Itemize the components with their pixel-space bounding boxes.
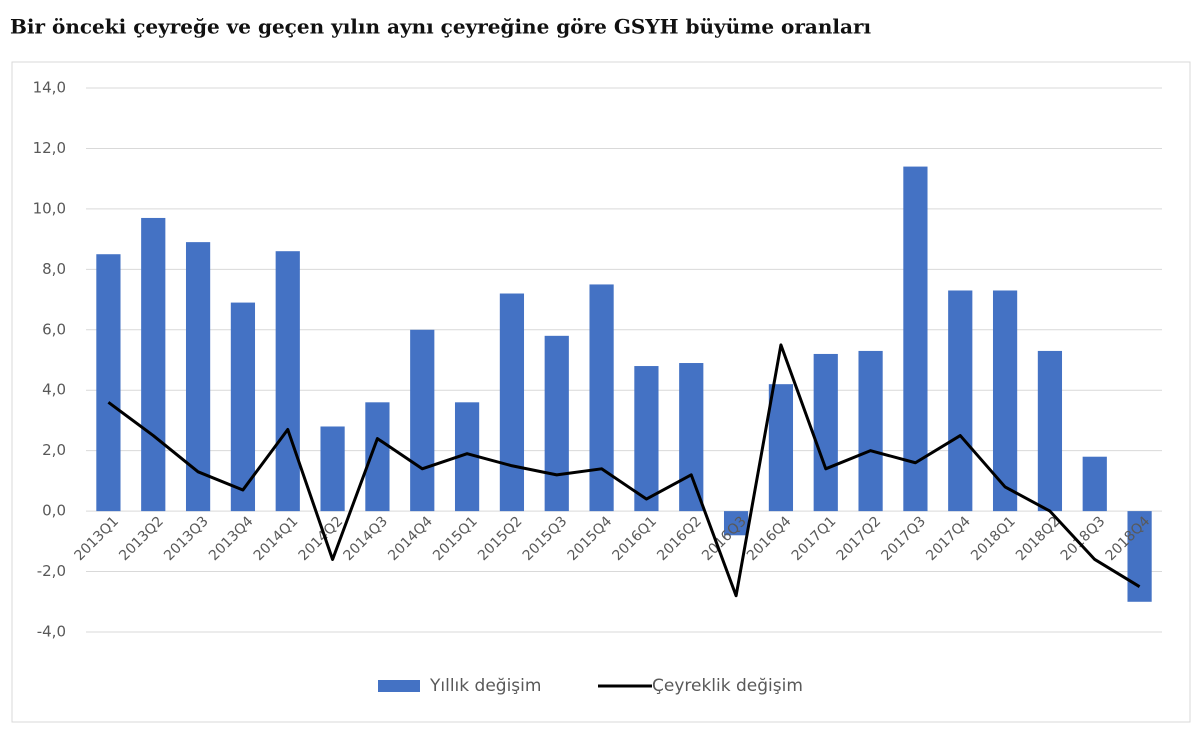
bar [948,290,973,512]
x-tick-label: 2015Q3 [520,513,571,564]
y-tick-label: -2,0 [37,562,66,580]
x-tick-label: 2017Q2 [834,513,885,564]
bar [589,284,614,512]
bar [634,366,659,512]
line [107,343,1141,598]
bar [768,384,794,512]
x-tick-label: 2015Q1 [430,513,481,564]
bar [275,251,300,512]
x-tick-label: 2018Q2 [1013,513,1064,564]
x-tick-label: 2018Q1 [968,513,1019,564]
bar [544,335,569,512]
x-tick-label: 2016Q4 [744,513,795,564]
y-tick-label: 14,0 [33,79,66,97]
x-tick-label: 2016Q1 [609,513,660,564]
bar [679,363,704,512]
legend-swatch [378,680,420,692]
bar [96,254,121,512]
y-tick-label: 10,0 [33,199,66,217]
chart-frame [11,61,1191,723]
y-tick-label: 0,0 [42,502,66,520]
bar [813,353,838,512]
y-tick-label: 2,0 [42,441,66,459]
bar [365,402,390,512]
bar [141,217,166,512]
bar [410,329,435,512]
x-tick-label: 2013Q1 [71,513,122,564]
bar [230,302,256,512]
bar [320,426,345,512]
x-tick-label: 2013Q3 [161,513,212,564]
bar [1037,350,1063,512]
bar [499,293,525,512]
bar [723,511,749,536]
y-tick-label: 8,0 [42,260,66,278]
chart-title: Bir önceki çeyreğe ve geçen yılın aynı ç… [10,15,871,39]
x-tick-label: 2015Q4 [565,513,616,564]
bar [1082,456,1107,512]
y-tick-label: 4,0 [42,381,66,399]
x-tick-label: 2013Q4 [206,513,257,564]
y-tick-label: 12,0 [33,139,66,157]
x-tick-label: 2014Q1 [251,513,302,564]
legend-label: Çeyreklik değişim [652,676,803,696]
y-tick-label: 6,0 [42,320,66,338]
bar [858,350,883,512]
x-tick-label: 2017Q4 [923,513,974,564]
y-tick-label: -4,0 [37,623,66,641]
x-tick-label: 2014Q2 [296,513,347,564]
x-tick-label: 2018Q3 [1058,513,1109,564]
x-tick-label: 2016Q2 [654,513,705,564]
legend-label: Yıllık değişim [429,676,541,696]
bar [992,290,1018,512]
x-tick-label: 2017Q1 [789,513,840,564]
x-tick-label: 2013Q2 [116,513,167,564]
x-tick-label: 2017Q3 [878,513,929,564]
x-tick-label: 2015Q2 [475,513,526,564]
x-tick-label: 2014Q4 [385,513,436,564]
bar [903,166,928,512]
